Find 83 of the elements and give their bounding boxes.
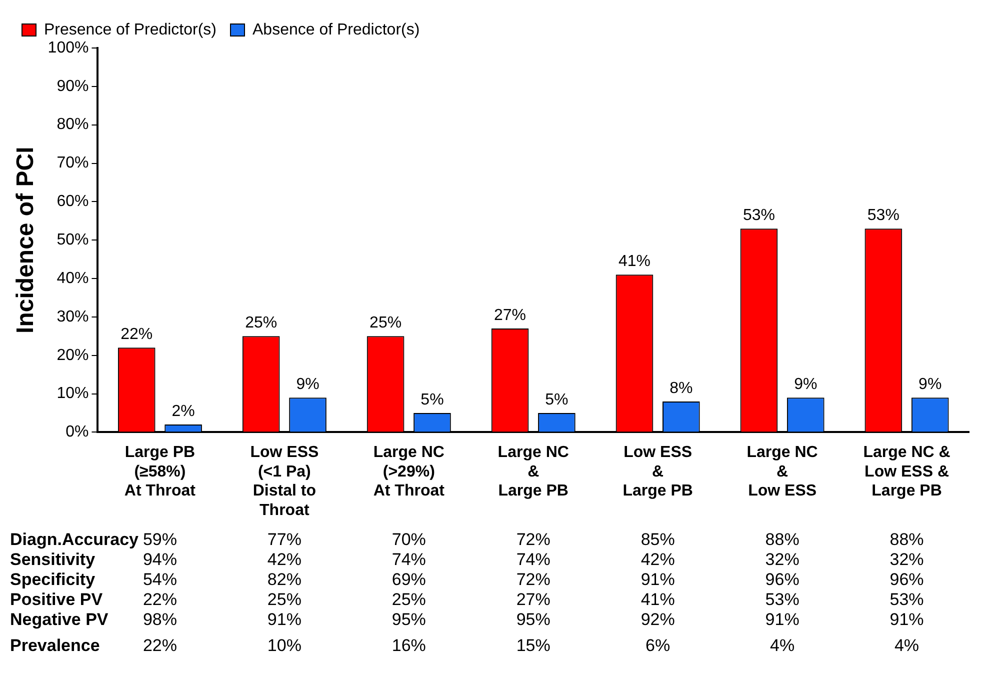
text: 91% [640,570,675,590]
text: 42% [640,550,675,570]
text: 4% [894,636,920,656]
text: 25% [267,590,302,610]
text: 54% [142,570,177,590]
text: 88% [890,530,924,550]
y-tick-label: 0% [66,424,89,441]
text: Diagn.Accuracy [10,530,138,550]
data-label: 53% [742,206,775,224]
data-label: 22% [120,326,153,344]
text: 69% [392,570,426,590]
text: 77% [267,530,302,550]
y-tick-label: 10% [56,385,89,402]
data-label: 5% [420,391,444,408]
text: 15% [516,636,550,656]
data-label: 9% [296,376,320,394]
x-tick-label: Low ESS (<1 Pa) Distal to Throat [250,444,319,519]
data-label: 8% [670,380,693,397]
text: 95% [516,610,550,630]
y-tick-label: 30% [56,308,89,326]
y-tick-label: 60% [56,193,89,210]
text: Sensitivity [10,550,96,570]
text: 22% [142,590,177,610]
text: 82% [267,570,302,590]
text: Prevalence [10,636,100,656]
data-label: 53% [867,206,900,224]
text: 27% [516,590,550,610]
text: 53% [890,590,924,610]
legend-label: Absence of Predictor(s) [252,21,420,38]
text: 42% [267,550,302,570]
data-label: 2% [172,402,195,420]
text: 96% [765,570,800,590]
y-tick-label: 40% [56,270,89,287]
text: 91% [890,610,924,630]
x-tick-label: Large NC & Large PB [498,444,570,500]
text: 4% [770,636,795,656]
text: 16% [392,636,426,656]
text: 53% [765,590,800,610]
text: 91% [267,610,302,630]
y-tick-label: 90% [56,78,89,95]
x-tick-label: Large NC (>29%) At Throat [373,444,446,500]
data-label: 27% [494,306,526,324]
text: 32% [890,550,924,570]
text: 32% [765,550,800,570]
text: 92% [640,610,675,630]
text: 70% [392,530,426,550]
y-tick-label: 70% [56,154,89,172]
text: 88% [765,530,800,550]
x-tick-label: Large NC & Low ESS & Large PB [863,444,951,500]
text: 98% [142,610,177,630]
text: Negative PV [10,610,108,630]
text: 6% [646,636,670,656]
x-tick-label: Large NC & Low ESS [746,444,818,500]
x-tick-label: Low ESS & Large PB [622,444,693,500]
text: 74% [392,550,426,570]
y-axis-title: Incidence of PCI [12,146,40,334]
data-label: 25% [370,314,402,332]
text: 10% [267,636,302,656]
text: 74% [516,550,550,570]
y-tick-label: 20% [56,346,89,364]
data-label: 9% [794,376,818,394]
text: 41% [640,590,675,610]
x-tick-label: Large PB (≥58%) At Throat [124,444,196,500]
data-label: 5% [545,391,568,408]
text: 22% [142,636,177,656]
data-label: 41% [618,253,651,270]
data-label: 9% [918,376,942,394]
y-tick-label: 100% [48,39,89,56]
text: 25% [392,590,426,610]
text: 85% [640,530,675,550]
text: Positive PV [10,590,103,610]
y-tick-label: 50% [56,232,89,249]
text: 72% [516,530,550,550]
y-tick-label: 80% [56,116,89,134]
text: 94% [142,550,177,570]
data-label: 25% [245,314,278,332]
text: 91% [765,610,800,630]
text: 95% [392,610,426,630]
text: 96% [890,570,924,590]
legend-label: Presence of Predictor(s) [44,21,217,38]
text: 72% [516,570,550,590]
text: 59% [142,530,177,550]
text: Specificity [10,570,96,590]
